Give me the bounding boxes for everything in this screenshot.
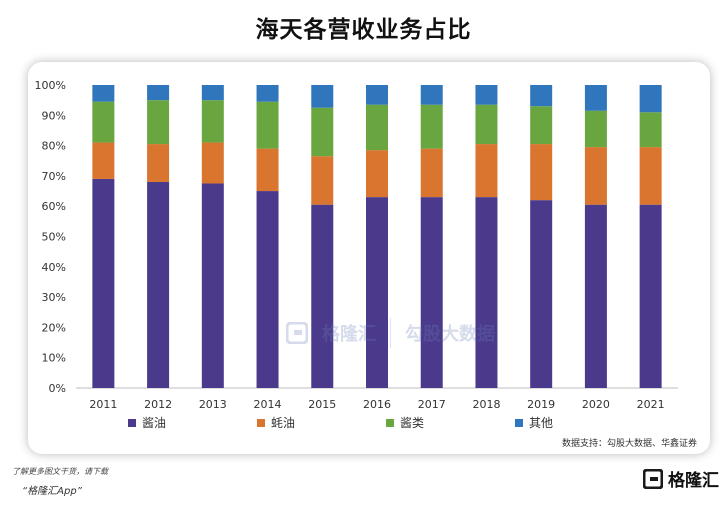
y-tick-label: 20% — [42, 321, 66, 334]
bar-segment — [311, 156, 334, 205]
bar-segment — [475, 85, 498, 105]
bar-segment — [366, 104, 388, 151]
x-tick-label: 2012 — [144, 398, 172, 411]
bar-segment — [311, 107, 334, 157]
bar-segment — [147, 85, 170, 101]
y-tick-label: 30% — [42, 291, 66, 304]
legend-swatch — [386, 419, 394, 427]
bar-segment — [256, 85, 279, 102]
x-tick-label: 2021 — [637, 398, 665, 411]
bar-segment — [639, 112, 662, 148]
y-tick-label: 60% — [42, 200, 66, 213]
y-tick-label: 50% — [42, 231, 66, 244]
y-tick-label: 100% — [35, 79, 66, 92]
bar-segment — [256, 191, 279, 388]
bar-segment — [147, 144, 170, 182]
y-tick-label: 0% — [49, 382, 66, 395]
bar-segment — [147, 100, 170, 145]
bar-segment — [366, 85, 388, 105]
legend-swatch — [257, 419, 265, 427]
bar-segment — [201, 100, 224, 143]
bar-segment — [366, 197, 388, 388]
bar-segment — [475, 104, 498, 145]
bar-segment — [420, 148, 443, 198]
x-tick-label: 2020 — [582, 398, 610, 411]
y-tick-label: 70% — [42, 170, 66, 183]
bar-segment — [530, 85, 553, 107]
y-tick-label: 80% — [42, 140, 66, 153]
bar-segment — [92, 178, 115, 388]
bar-segment — [530, 144, 553, 201]
bar-segment — [475, 144, 498, 198]
bar-segment — [584, 147, 607, 205]
bar-segment — [256, 101, 279, 149]
x-tick-label: 2018 — [472, 398, 500, 411]
brand-name: 格隆汇 — [668, 471, 719, 491]
bar-segment — [530, 106, 553, 145]
chart-title: 海天各营收业务占比 — [255, 17, 472, 43]
bar-segment — [584, 85, 607, 111]
bar-segment — [530, 200, 553, 388]
bar-segment — [92, 101, 115, 143]
bar-segment — [311, 204, 334, 388]
legend-label: 酱油 — [142, 415, 166, 430]
x-tick-label: 2011 — [89, 398, 117, 411]
bar-segment — [201, 142, 224, 184]
y-tick-label: 90% — [42, 109, 66, 122]
y-tick-label: 10% — [42, 352, 66, 365]
legend-label: 其他 — [529, 416, 553, 430]
bar-segment — [147, 181, 170, 388]
bar-segment — [639, 85, 662, 113]
bar-segment — [92, 85, 115, 102]
legend-label: 酱类 — [400, 415, 424, 430]
bar-segment — [92, 142, 115, 179]
bar-segment — [475, 197, 498, 388]
x-tick-label: 2016 — [363, 398, 391, 411]
footer-app-name: “格隆汇App” — [22, 486, 82, 497]
bar-segment — [256, 148, 279, 192]
x-tick-label: 2014 — [254, 398, 282, 411]
x-tick-label: 2013 — [199, 398, 227, 411]
x-tick-label: 2015 — [308, 398, 336, 411]
bar-segment — [584, 110, 607, 148]
bar-segment — [420, 197, 443, 388]
footer-note: 了解更多图文干货，请下载 — [12, 467, 108, 476]
y-tick-label: 40% — [42, 261, 66, 274]
legend-swatch — [515, 419, 523, 427]
brand-logo: 格隆汇 — [643, 466, 719, 491]
bar-segment — [366, 150, 388, 198]
stacked-bar-chart: 0% 10% 20% 30% 40% 50% 60% 70% 80% 90% 100% 2011 201… — [35, 79, 678, 430]
bar-segment — [311, 85, 334, 108]
bar-segment — [420, 104, 443, 149]
brand-icon — [643, 468, 663, 489]
source-note: 数据支持：勾股大数据、华鑫证券 — [561, 439, 697, 449]
legend-swatch — [128, 419, 136, 427]
bar-segment — [584, 204, 607, 388]
bar-segment — [420, 85, 443, 105]
bar-segment — [639, 147, 662, 205]
bar-segment — [201, 85, 224, 101]
bar-segment — [201, 183, 224, 388]
x-tick-label: 2017 — [418, 398, 446, 411]
x-tick-label: 2019 — [527, 398, 555, 411]
legend-label: 蚝油 — [271, 416, 295, 430]
bar-segment — [639, 204, 662, 388]
chart-panel: 0% 10% 20% 30% 40% 50% 60% 70% 80% 90% 100% 2011 201… — [28, 62, 710, 454]
